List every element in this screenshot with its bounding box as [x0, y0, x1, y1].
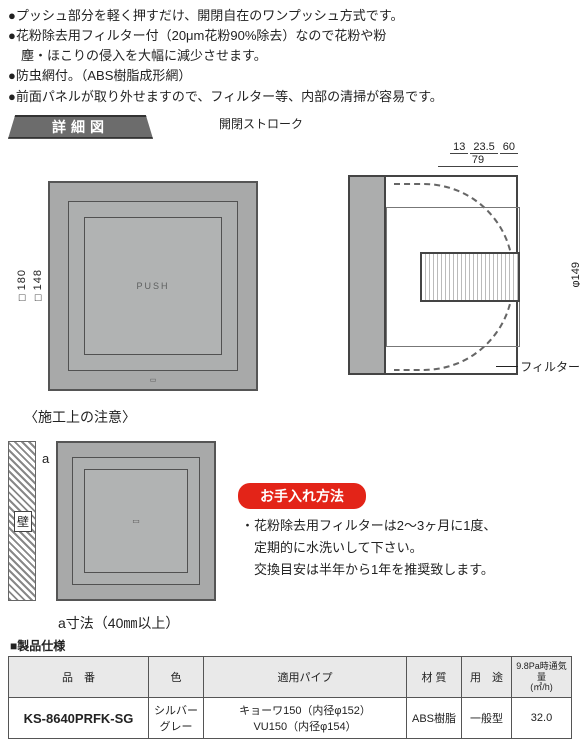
stroke-label: 開閉ストローク [219, 115, 572, 132]
dim-79: 79 [438, 154, 518, 167]
care-line: ・花粉除去用フィルターは2～3ヶ月に1度、 [238, 515, 572, 537]
dim-60: 60 [500, 141, 518, 154]
td-model: KS-8640PRFK-SG [9, 698, 149, 739]
feature-item-cont: 塵・ほこりの侵入を大幅に減少させます。 [8, 46, 572, 66]
feature-item: ●前面パネルが取り外せますので、フィルター等、内部の清掃が容易です。 [8, 87, 572, 107]
side-dims-top: 13 23.5 60 79 [348, 141, 518, 167]
dim-180: □180 [16, 269, 28, 303]
care-line: 交換目安は半年から1年を推奨致します。 [238, 559, 572, 581]
td-airflow: 32.0 [512, 698, 572, 739]
front-dims-vertical: □180 □148 [14, 181, 44, 391]
detail-diagram-area: PUSH ▭ □180 □148 13 23.5 60 79 [8, 141, 572, 401]
a-dim-note: a寸法（40㎜以上） [58, 613, 179, 633]
spec-table: 品 番 色 適用パイプ 材 質 用 途 9.8Pa時通気量 (㎥/h) KS-8… [8, 656, 572, 739]
th-airflow-unit: (㎥/h) [530, 682, 553, 692]
td-material: ABS樹脂 [407, 698, 462, 739]
td-use: 一般型 [462, 698, 512, 739]
detail-tab: 詳細図 [8, 115, 153, 139]
side-view-section: 13 23.5 60 79 フィルター φ149 [308, 141, 578, 391]
table-row: KS-8640PRFK-SG シルバーグレー キョーワ150（内径φ152） V… [9, 698, 572, 739]
th-model: 品 番 [9, 656, 149, 697]
install-block: 〈施工上の注意〉 壁 a ▭ a寸法（40㎜以上） [8, 407, 228, 631]
care-block: お手入れ方法 ・花粉除去用フィルターは2～3ヶ月に1度、 定期的に水洗いして下さ… [238, 407, 572, 581]
th-airflow: 9.8Pa時通気量 (㎥/h) [512, 656, 572, 697]
wall-label: 壁 [14, 511, 32, 532]
th-color: 色 [149, 656, 204, 697]
th-material: 材 質 [407, 656, 462, 697]
side-dim-vert: φ149 [570, 175, 580, 375]
a-label: a [42, 451, 49, 466]
th-pipe: 適用パイプ [204, 656, 407, 697]
th-use: 用 途 [462, 656, 512, 697]
feature-list: ●プッシュ部分を軽く押すだけ、開閉自在のワンプッシュ方式です。 ●花粉除去用フィ… [8, 6, 572, 107]
td-color: シルバーグレー [149, 698, 204, 739]
dim-phi149: φ149 [570, 262, 580, 288]
install-title: 〈施工上の注意〉 [24, 407, 228, 427]
care-line: 定期的に水洗いして下さい。 [238, 537, 572, 559]
push-mini: ▭ [132, 516, 140, 525]
dim-13: 13 [450, 141, 468, 154]
feature-item: ●防虫網付。（ABS樹脂成形網） [8, 66, 572, 86]
td-pipe: キョーワ150（内径φ152） VU150（内径φ154） [204, 698, 407, 739]
install-panel-mini: ▭ [56, 441, 216, 601]
th-airflow-top: 9.8Pa時通気量 [516, 661, 567, 682]
feature-item: ●花粉除去用フィルター付（20μm花粉90%除去）なので花粉や粉 [8, 26, 572, 46]
spec-label: ■製品仕様 [10, 637, 572, 654]
front-view-panel: PUSH ▭ [48, 181, 258, 391]
dim-23-5: 23.5 [470, 141, 497, 154]
brand-mark: ▭ [150, 376, 157, 384]
feature-item: ●プッシュ部分を軽く押すだけ、開閉自在のワンプッシュ方式です。 [8, 6, 572, 26]
push-label: PUSH [136, 281, 169, 291]
dim-148: □148 [32, 269, 44, 303]
care-title: お手入れ方法 [238, 483, 366, 509]
